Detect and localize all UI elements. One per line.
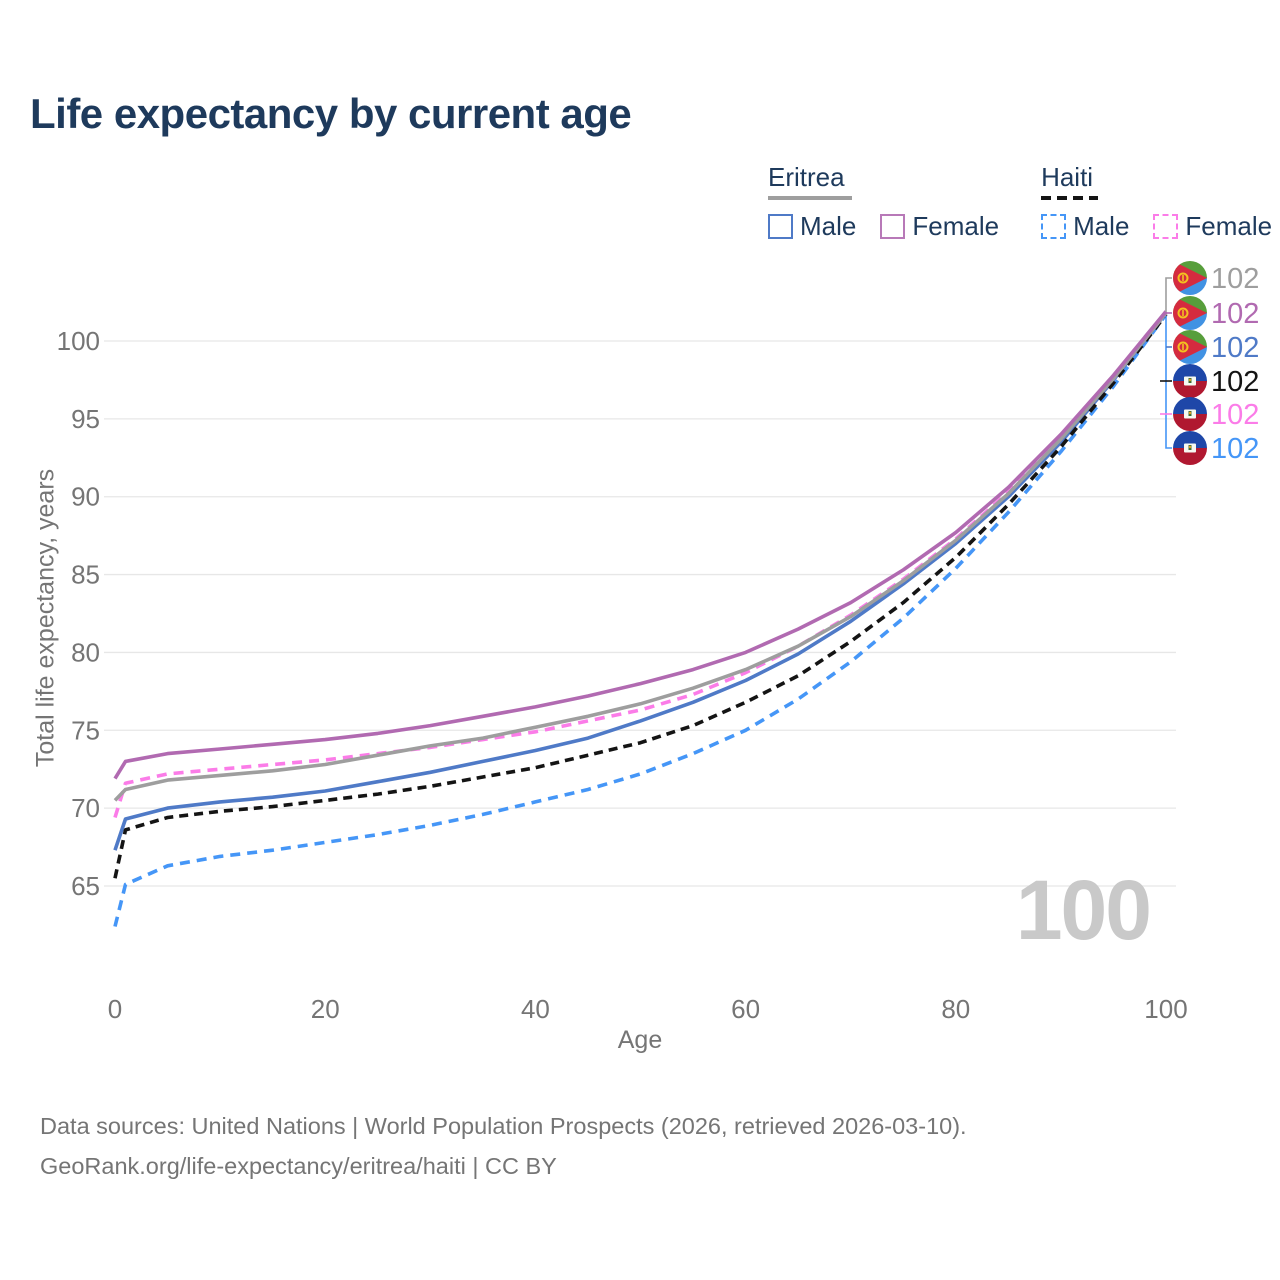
- legend-group-eritrea: Eritrea Male Female: [768, 162, 999, 242]
- leader-line: [1165, 316, 1172, 449]
- legend-label: Female: [1185, 211, 1273, 241]
- page-title: Life expectancy by current age: [30, 90, 632, 137]
- series-line-haiti[interactable]: [113, 313, 1168, 879]
- legend-item-eritrea-female[interactable]: Female: [880, 211, 999, 242]
- y-tick-label: 70: [71, 793, 100, 823]
- chart-legend: Eritrea Male Female Haiti: [768, 162, 1272, 242]
- end-value-label: 102: [1211, 399, 1259, 431]
- y-tick-label: 90: [71, 482, 100, 512]
- eritrea-flag-icon: [1173, 330, 1207, 364]
- y-tick-label: 95: [71, 404, 100, 434]
- legend-item-haiti-female[interactable]: Female: [1153, 211, 1272, 242]
- haiti-flag-icon: [1173, 364, 1207, 398]
- y-tick-label: 75: [71, 715, 100, 745]
- y-axis-title: Total life expectancy, years: [31, 468, 60, 768]
- series-line-eritrea-female[interactable]: [113, 310, 1168, 780]
- haiti-male-swatch-icon: [1041, 214, 1067, 239]
- haiti-line-sample: [1041, 196, 1099, 200]
- end-value-label: 102: [1211, 366, 1259, 398]
- y-tick-label: 100: [57, 326, 100, 356]
- end-value-label: 102: [1211, 263, 1259, 295]
- legend-item-haiti-male[interactable]: Male: [1041, 211, 1129, 242]
- legend-header-haiti[interactable]: Haiti: [1041, 162, 1094, 192]
- age-frame-watermark: 100: [1015, 863, 1152, 957]
- end-value-label: 102: [1211, 433, 1259, 465]
- x-tick-label: 40: [521, 994, 550, 1024]
- x-axis-title: Age: [617, 1026, 663, 1054]
- legend-label: Male: [800, 211, 857, 241]
- eritrea-female-swatch-icon: [880, 214, 906, 239]
- x-tick-label: 60: [731, 994, 760, 1024]
- series-line-haiti-male[interactable]: [113, 313, 1168, 927]
- series-line-eritrea[interactable]: [113, 311, 1168, 802]
- end-value-label: 102: [1211, 332, 1259, 364]
- haiti-female-swatch-icon: [1153, 214, 1179, 239]
- x-tick-label: 0: [108, 994, 122, 1024]
- eritrea-line-sample: [768, 196, 852, 200]
- data-sources-text: Data sources: United Nations | World Pop…: [40, 1113, 967, 1139]
- haiti-flag-icon: [1173, 397, 1207, 431]
- legend-item-eritrea-male[interactable]: Male: [768, 211, 856, 242]
- series-line-eritrea-male[interactable]: [113, 311, 1168, 851]
- attribution-text: GeoRank.org/life-expectancy/eritrea/hait…: [40, 1153, 557, 1179]
- end-value-label: 102: [1211, 298, 1259, 330]
- legend-label: Male: [1073, 211, 1130, 241]
- eritrea-male-swatch-icon: [768, 214, 793, 239]
- eritrea-flag-icon: [1173, 261, 1207, 295]
- leader-line: [1165, 277, 1172, 312]
- y-tick-label: 85: [71, 560, 100, 590]
- haiti-flag-icon: [1173, 431, 1207, 465]
- legend-label: Female: [912, 211, 1000, 241]
- x-tick-label: 80: [941, 994, 970, 1024]
- legend-header-eritrea[interactable]: Eritrea: [768, 162, 845, 192]
- legend-group-haiti: Haiti Male Female: [1041, 162, 1272, 242]
- footer: Data sources: United Nations | World Pop…: [40, 1106, 967, 1186]
- eritrea-flag-icon: [1173, 296, 1207, 330]
- x-tick-label: 20: [311, 994, 340, 1024]
- y-tick-label: 80: [71, 637, 100, 667]
- y-tick-label: 65: [71, 871, 100, 901]
- x-tick-label: 100: [1144, 994, 1187, 1024]
